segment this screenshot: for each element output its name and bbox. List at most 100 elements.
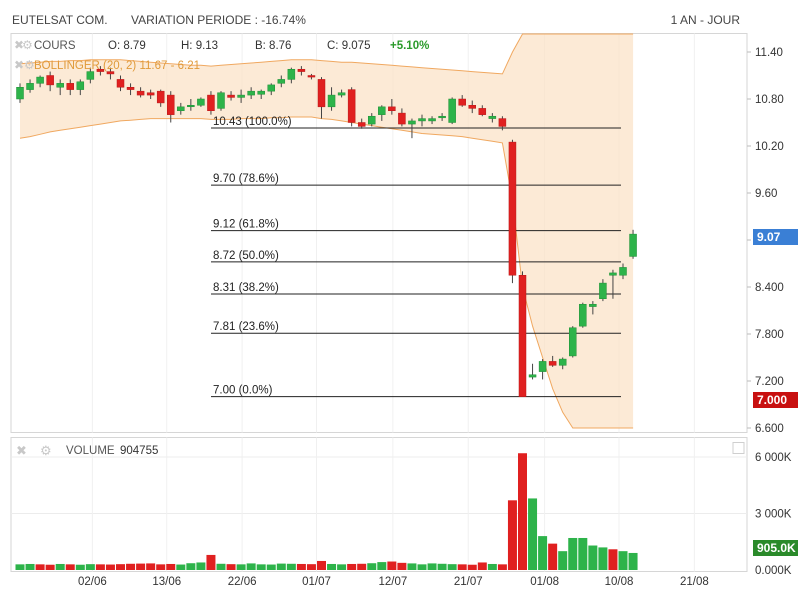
price-tick-label: 10.20 (755, 141, 784, 153)
candle-down (106, 71, 115, 75)
candle-up (488, 115, 497, 119)
volume-bar (487, 563, 497, 570)
legend-icons-price[interactable]: ✖ ⚙ (14, 38, 33, 52)
bollinger-settings-icon[interactable]: ✖⚙ (14, 58, 35, 72)
volume-bar (387, 561, 397, 570)
volume-bar (105, 564, 115, 570)
volume-bar (296, 563, 306, 570)
volume-bar (417, 564, 427, 570)
price-axis: 11.4010.8010.209.609.008.4007.8007.2006.… (747, 47, 784, 435)
volume-bar (477, 562, 487, 570)
fib-label: 9.12 (61.8%) (213, 219, 279, 231)
volume-bar (276, 563, 286, 570)
bollinger-band (19, 33, 634, 429)
volume-bar (95, 564, 105, 570)
volume-bar (216, 563, 226, 570)
candle-up (408, 120, 416, 125)
price-tick-label: 6.600 (755, 423, 784, 435)
candle-up (599, 282, 607, 300)
volume-bar (146, 563, 156, 570)
candle-up (287, 68, 296, 80)
candle-down (66, 83, 74, 90)
candle-up (26, 83, 34, 90)
volume-bar (306, 564, 316, 570)
fib-label: 7.00 (0.0%) (213, 385, 273, 397)
candle-down (518, 275, 527, 397)
candle-down (478, 108, 487, 115)
volume-grid (11, 437, 747, 572)
candle-up (589, 303, 597, 307)
volume-bar (337, 564, 347, 570)
fib-label: 7.81 (23.6%) (213, 321, 279, 333)
candle-down (96, 68, 105, 72)
fib-label: 9.70 (78.6%) (213, 173, 279, 185)
candle-up (337, 92, 346, 96)
date-tick-label: 10/08 (605, 576, 634, 588)
volume-bar (528, 498, 538, 570)
legend-bollinger: BOLLINGER (20, 2) 11.67 - 6.21 (34, 60, 200, 72)
period-selector[interactable]: 1 AN - JOUR (670, 13, 740, 27)
candle-up (378, 106, 386, 115)
fib-label: 8.72 (50.0%) (213, 250, 279, 262)
legend-open: O: 8.79 (108, 40, 146, 52)
volume-settings-icon[interactable]: ⚙ (40, 443, 52, 458)
volume-bar (226, 564, 236, 570)
candle-down (156, 90, 165, 104)
instrument-name: EUTELSAT COM. (12, 13, 108, 27)
candle-down (227, 94, 235, 98)
legend-low: B: 8.76 (255, 40, 291, 52)
candle-down (357, 122, 366, 127)
volume-bar (588, 545, 598, 570)
volume-bar (507, 500, 517, 570)
candle-up (528, 374, 537, 378)
price-panel-frame (10, 33, 748, 433)
candle-up (418, 118, 426, 122)
legend-close: C: 9.075 (327, 40, 370, 52)
price-tick-label: 7.800 (755, 329, 784, 341)
volume-bar (578, 537, 588, 570)
candle-up (438, 115, 446, 119)
volume-bar (568, 537, 578, 570)
volume-bar (186, 563, 196, 570)
volume-bar (457, 564, 467, 570)
legend-cours-label: COURS (34, 40, 76, 52)
volume-expand-icon[interactable] (732, 442, 745, 454)
gear-icon[interactable]: ⚙ (22, 38, 33, 52)
volume-bar (176, 564, 186, 570)
date-tick-label: 12/07 (378, 576, 407, 588)
last-price-badge: 9.07 (753, 229, 798, 245)
close-icon[interactable]: ✖ (14, 38, 24, 52)
candle-down (398, 112, 406, 125)
candle-up (86, 71, 95, 80)
volume-bar (286, 563, 296, 570)
bollinger-fill (20, 34, 634, 428)
volume-bar (367, 563, 377, 570)
candle-down (46, 75, 54, 86)
candle-up (277, 79, 286, 84)
candle-up (257, 90, 265, 95)
volume-bar (437, 563, 447, 570)
volume-bar (327, 563, 337, 570)
variation-periode: VARIATION PERIODE : -16.74% (131, 13, 306, 27)
price-legend: ✖ ⚙ COURS O: 8.79 H: 9.13 B: 8.76 C: 9.0… (14, 38, 429, 72)
volume-bar (65, 564, 75, 570)
fibonacci-levels: 10.43 (100.0%) 9.70 (78.6%) 9.12 (61.8%) 8.… (211, 116, 621, 398)
candle-down (167, 94, 175, 115)
volume-bar (25, 563, 35, 570)
volume-bar (196, 562, 206, 570)
candle-down (207, 94, 215, 112)
date-tick-label: 02/06 (78, 576, 107, 588)
candle-down (347, 89, 356, 123)
candle-up (558, 358, 567, 366)
price-tick-label: 10.80 (755, 94, 784, 106)
candle-down (498, 118, 507, 127)
volume-close-icon[interactable]: ✖ (16, 443, 27, 458)
fib-label: 8.31 (38.2%) (213, 282, 279, 294)
date-tick-label: 21/08 (680, 576, 709, 588)
candle-up (247, 90, 255, 96)
candle-down (126, 87, 135, 90)
volume-bar (558, 551, 568, 570)
volume-bar (75, 564, 85, 570)
volume-bar (116, 564, 125, 570)
